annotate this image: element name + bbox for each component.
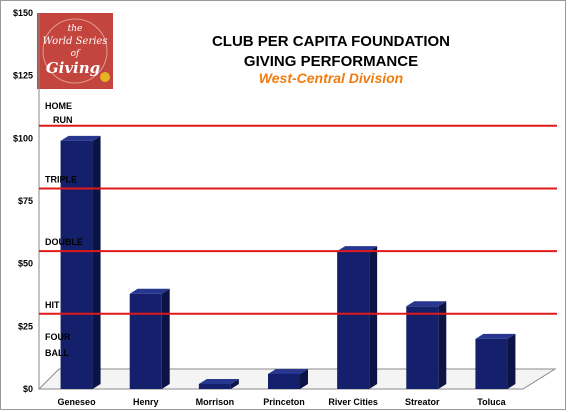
bar-series — [60, 135, 516, 389]
chart-title-line-2: GIVING PERFORMANCE — [244, 53, 418, 70]
bar-top — [129, 288, 170, 294]
category-label: Morrison — [196, 397, 235, 407]
logo-line-1: the — [68, 24, 83, 34]
category-label: River Cities — [328, 397, 378, 407]
rotary-wheel-icon — [100, 72, 110, 82]
bar-princeton — [268, 368, 308, 389]
logo-ring — [42, 18, 108, 84]
y-tick-label: $50 — [18, 259, 33, 269]
level-label: HIT — [45, 300, 60, 310]
bar-front — [337, 251, 370, 389]
bar-front — [475, 338, 508, 389]
logo-line-4: Giving — [46, 59, 100, 77]
bar-front — [268, 373, 300, 389]
bar-top — [475, 333, 516, 339]
bar-top — [198, 378, 239, 384]
bar-river-cities — [337, 246, 378, 389]
bar-top — [268, 368, 308, 374]
y-tick-label: $75 — [18, 196, 33, 206]
level-label: FOUR — [45, 332, 71, 342]
bar-side — [300, 368, 308, 389]
category-label: Streator — [405, 397, 440, 407]
bar-henry — [129, 288, 170, 389]
level-label: RUN — [53, 115, 73, 125]
bar-front — [129, 293, 162, 389]
bar-side — [92, 135, 101, 389]
category-label: Toluca — [477, 397, 506, 407]
bar-geneseo — [60, 135, 101, 389]
bar-top — [60, 135, 101, 141]
y-axis-ticks: $0 $25 $50 $75 $100 $125 $150 — [13, 8, 33, 394]
level-label: TRIPLE — [45, 174, 77, 184]
bar-front — [198, 383, 231, 389]
bar-streator — [406, 301, 447, 389]
logo-line-2: World Series — [43, 36, 108, 47]
level-label: DOUBLE — [45, 237, 83, 247]
bar-front — [60, 140, 93, 389]
category-label: Henry — [133, 397, 159, 407]
y-tick-label: $125 — [13, 71, 33, 81]
y-tick-label: $150 — [13, 8, 33, 18]
chart-title-line-1: CLUB PER CAPITA FOUNDATION — [212, 33, 450, 50]
bar-side — [369, 246, 378, 389]
bar-side — [230, 378, 239, 389]
bar-top — [406, 301, 447, 307]
bar-morrison — [198, 378, 239, 389]
logo: the World Series of Giving — [37, 13, 113, 89]
y-tick-label: $0 — [23, 384, 33, 394]
chart-subtitle: West-Central Division — [259, 70, 403, 86]
bar-side — [161, 288, 170, 389]
bar-side — [438, 301, 447, 389]
bar-front — [406, 306, 439, 389]
category-labels: Geneseo Henry Morrison Princeton River Citie… — [58, 397, 507, 407]
level-label: BALL — [45, 348, 69, 358]
category-label: Princeton — [263, 397, 305, 407]
bar-toluca — [475, 333, 516, 389]
category-label: Geneseo — [58, 397, 97, 407]
y-tick-label: $100 — [13, 133, 33, 143]
level-label: HOME — [45, 101, 72, 111]
bar-top — [337, 246, 378, 252]
logo-line-3: of — [71, 49, 81, 59]
bar-side — [507, 333, 516, 389]
y-tick-label: $25 — [18, 321, 33, 331]
level-lines: HOME RUN TRIPLE DOUBLE HIT FOUR BALL — [39, 101, 557, 358]
